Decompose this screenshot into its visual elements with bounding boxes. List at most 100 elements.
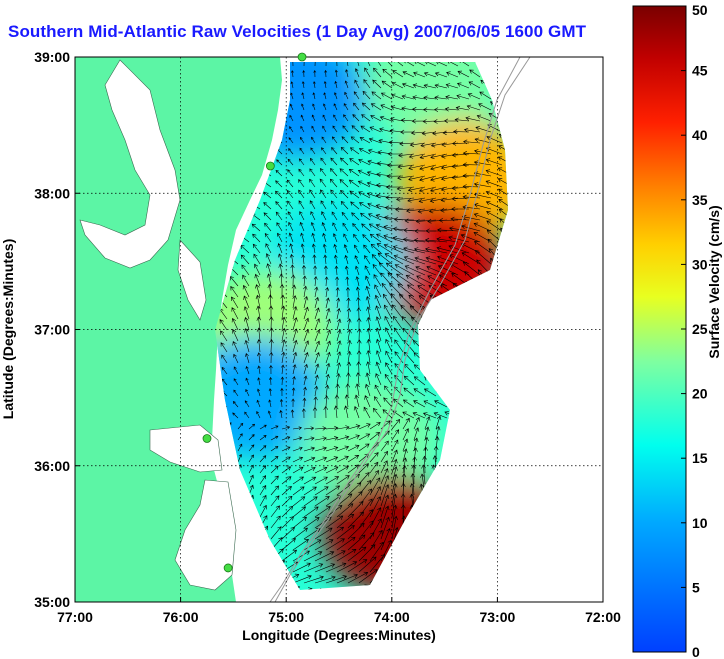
- velocity-vector: [451, 196, 470, 202]
- velocity-vector: [314, 426, 327, 431]
- velocity-vector: [341, 136, 349, 144]
- velocity-vector: [346, 297, 351, 309]
- velocity-vector: [402, 417, 410, 430]
- velocity-vector: [394, 264, 415, 276]
- velocity-vector: [396, 196, 415, 202]
- velocity-vector: [422, 455, 427, 474]
- velocity-vector: [291, 387, 296, 397]
- velocity-vector: [346, 372, 351, 386]
- velocity-vector: [336, 475, 350, 485]
- velocity-vector: [435, 62, 448, 67]
- velocity-vector: [302, 275, 307, 287]
- velocity-vector: [292, 506, 307, 518]
- velocity-vector: [423, 71, 437, 78]
- velocity-vector: [264, 222, 272, 232]
- velocity-vector: [339, 157, 349, 166]
- x-tick-label: 74:00: [374, 609, 410, 625]
- velocity-vector: [364, 265, 371, 276]
- velocity-vector: [411, 464, 417, 485]
- velocity-vector: [381, 282, 393, 298]
- velocity-vector: [498, 188, 508, 199]
- radar-site-marker: [265, 161, 275, 171]
- velocity-vector: [340, 189, 349, 199]
- colorbar-tick-label: 45: [692, 63, 708, 79]
- velocity-vector: [380, 539, 392, 562]
- velocity-vector: [383, 304, 393, 320]
- velocity-vector: [443, 118, 459, 124]
- velocity-vector: [412, 456, 417, 474]
- velocity-vector: [336, 329, 342, 342]
- velocity-vector: [336, 435, 350, 441]
- velocity-vector: [289, 126, 294, 133]
- velocity-vector: [393, 217, 415, 222]
- velocity-vector: [371, 254, 382, 265]
- velocity-vector: [325, 446, 339, 452]
- velocity-vector: [302, 62, 306, 67]
- velocity-vector: [330, 189, 338, 199]
- velocity-vector: [368, 223, 382, 232]
- velocity-vector: [357, 180, 371, 188]
- velocity-vector: [408, 164, 426, 171]
- velocity-vector: [269, 316, 274, 331]
- velocity-vector: [289, 253, 294, 265]
- velocity-vector: [400, 118, 415, 123]
- velocity-vector: [345, 286, 350, 298]
- velocity-vector: [413, 416, 420, 430]
- velocity-vector: [380, 528, 391, 551]
- velocity-vector: [402, 411, 415, 419]
- velocity-vector: [376, 183, 393, 188]
- velocity-vector: [349, 158, 360, 166]
- velocity-vector: [289, 243, 294, 254]
- velocity-vector: [347, 454, 360, 463]
- velocity-vector: [387, 272, 404, 287]
- velocity-vector: [362, 234, 371, 243]
- velocity-vector: [244, 400, 250, 408]
- velocity-vector: [325, 287, 330, 298]
- velocity-vector: [355, 286, 360, 298]
- velocity-vector: [322, 243, 327, 254]
- velocity-vector: [347, 434, 360, 441]
- velocity-vector: [349, 190, 360, 199]
- velocity-vector: [311, 232, 316, 243]
- velocity-vector: [466, 104, 481, 111]
- velocity-vector: [356, 339, 362, 353]
- velocity-vector: [248, 444, 255, 452]
- velocity-vector: [303, 351, 309, 364]
- velocity-vector: [303, 575, 324, 584]
- velocity-vector: [497, 178, 508, 188]
- velocity-vector: [446, 62, 459, 67]
- velocity-vector: [417, 285, 437, 298]
- velocity-vector: [413, 437, 419, 452]
- velocity-vector: [300, 125, 305, 133]
- velocity-vector: [412, 95, 426, 100]
- velocity-vector: [314, 363, 320, 375]
- velocity-vector: [259, 504, 267, 518]
- velocity-vector: [411, 118, 426, 124]
- velocity-vector: [365, 372, 371, 386]
- velocity-vector: [391, 449, 398, 463]
- velocity-vector: [412, 83, 426, 89]
- velocity-vector: [313, 62, 317, 67]
- velocity-vector: [413, 447, 418, 463]
- velocity-vector: [314, 575, 336, 584]
- velocity-vector: [303, 539, 322, 551]
- velocity-vector: [375, 361, 382, 375]
- velocity-vector: [259, 494, 267, 507]
- velocity-vector: [376, 161, 393, 166]
- velocity-vector: [369, 496, 381, 518]
- velocity-vector: [248, 423, 256, 430]
- velocity-vector: [334, 92, 338, 100]
- velocity-vector: [281, 327, 287, 342]
- velocity-vector: [270, 495, 280, 507]
- velocity-vector: [257, 388, 261, 397]
- velocity-vector: [424, 237, 448, 243]
- velocity-vector: [467, 93, 481, 100]
- velocity-vector: [415, 265, 437, 276]
- velocity-vector: [339, 168, 349, 177]
- velocity-vector: [312, 81, 316, 89]
- velocity-vector: [358, 443, 370, 452]
- velocity-vector: [301, 81, 305, 89]
- velocity-vector: [292, 562, 311, 573]
- velocity-vector: [347, 328, 352, 342]
- velocity-vector: [303, 456, 316, 463]
